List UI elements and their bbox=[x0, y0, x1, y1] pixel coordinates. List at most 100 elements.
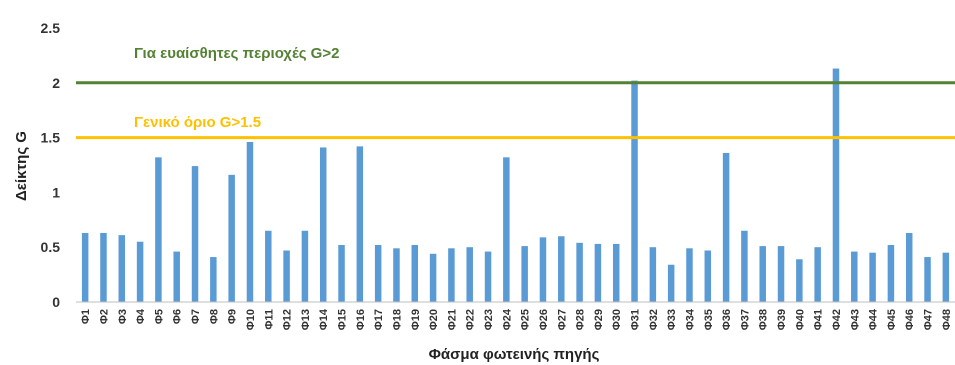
bar bbox=[869, 252, 876, 302]
bar bbox=[704, 250, 712, 302]
bar bbox=[924, 257, 931, 302]
bar bbox=[942, 252, 950, 302]
x-tick-label: Φ6 bbox=[172, 309, 184, 324]
bar bbox=[777, 246, 785, 302]
x-tick-label: Φ34 bbox=[684, 308, 696, 330]
x-tick-label: Φ8 bbox=[208, 309, 220, 324]
bar bbox=[814, 247, 821, 302]
x-tick-label: Φ9 bbox=[227, 309, 239, 324]
bar bbox=[851, 251, 858, 302]
x-tick-label: Φ2 bbox=[98, 309, 110, 324]
x-tick-label: Φ30 bbox=[611, 309, 623, 330]
x-axis-ticks: Φ1 Φ2 Φ3 Φ4 Φ5 Φ6 Φ7 Φ8 Φ9 Φ10 Φ11 Φ12 Φ13 Φ14 Φ15 Φ16 Φ… bbox=[80, 308, 953, 330]
x-tick-label: Φ44 bbox=[868, 308, 880, 330]
bar bbox=[246, 141, 254, 302]
x-axis-title: Φάσμα φωτεινής πηγής bbox=[429, 346, 600, 363]
x-tick-label: Φ17 bbox=[373, 309, 385, 330]
x-tick-label: Φ26 bbox=[538, 309, 550, 330]
y-axis-ticks: 0 0.5 1 1.5 2 2.5 bbox=[41, 20, 61, 310]
x-tick-label: Φ14 bbox=[318, 308, 330, 330]
x-tick-label: Φ45 bbox=[886, 309, 898, 330]
bar bbox=[338, 245, 345, 302]
x-tick-label: Φ19 bbox=[410, 309, 422, 330]
x-tick-label: Φ38 bbox=[758, 309, 770, 330]
x-tick-label: Φ3 bbox=[117, 309, 129, 324]
x-tick-label: Φ28 bbox=[575, 309, 587, 330]
y-tick-label: 2.5 bbox=[41, 20, 61, 36]
x-tick-label: Φ48 bbox=[941, 309, 953, 330]
bar bbox=[155, 157, 162, 302]
x-tick-label: Φ35 bbox=[703, 309, 715, 330]
bar bbox=[118, 235, 126, 302]
x-tick-label: Φ7 bbox=[190, 309, 202, 324]
x-tick-label: Φ21 bbox=[446, 309, 458, 330]
bar bbox=[576, 242, 583, 302]
x-tick-label: Φ1 bbox=[80, 309, 92, 324]
bar bbox=[686, 248, 693, 302]
x-tick-label: Φ24 bbox=[501, 308, 513, 330]
y-tick-label: 0.5 bbox=[41, 239, 61, 255]
bar bbox=[796, 259, 803, 302]
x-tick-label: Φ36 bbox=[721, 309, 733, 330]
bar bbox=[265, 230, 272, 302]
x-tick-label: Φ18 bbox=[391, 309, 403, 330]
bar bbox=[100, 232, 107, 302]
reference-line-label: Γενικό όριο G>1.5 bbox=[134, 114, 261, 131]
bar bbox=[356, 146, 364, 302]
x-tick-label: Φ12 bbox=[282, 309, 294, 330]
x-tick-label: Φ29 bbox=[593, 309, 605, 330]
bar bbox=[228, 174, 235, 302]
bar bbox=[484, 251, 492, 302]
x-tick-label: Φ31 bbox=[630, 309, 642, 330]
x-tick-label: Φ22 bbox=[465, 309, 477, 330]
bar bbox=[173, 251, 180, 302]
x-tick-label: Φ39 bbox=[776, 309, 788, 330]
x-tick-label: Φ13 bbox=[300, 309, 312, 330]
bar bbox=[594, 243, 602, 302]
bar-series bbox=[81, 68, 950, 302]
y-tick-label: 2 bbox=[52, 75, 60, 91]
x-tick-label: Φ41 bbox=[813, 309, 825, 330]
bar bbox=[887, 245, 895, 302]
x-tick-label: Φ11 bbox=[263, 309, 275, 330]
bar bbox=[905, 232, 913, 302]
bar bbox=[393, 248, 400, 302]
bar bbox=[81, 232, 89, 302]
x-tick-label: Φ5 bbox=[153, 309, 165, 324]
x-tick-label: Φ33 bbox=[666, 309, 678, 330]
y-tick-label: 0 bbox=[52, 294, 60, 310]
bar bbox=[429, 253, 437, 302]
x-tick-label: Φ40 bbox=[794, 309, 806, 330]
bar bbox=[832, 68, 840, 302]
bar bbox=[191, 166, 199, 302]
x-tick-label: Φ20 bbox=[428, 309, 440, 330]
x-tick-label: Φ47 bbox=[923, 309, 935, 330]
x-tick-label: Φ23 bbox=[483, 309, 495, 330]
bar bbox=[722, 152, 730, 302]
x-tick-label: Φ10 bbox=[245, 309, 257, 330]
bar bbox=[558, 236, 565, 302]
bar bbox=[503, 157, 510, 302]
x-tick-label: Φ32 bbox=[648, 309, 660, 330]
bar bbox=[741, 230, 748, 302]
bar bbox=[283, 250, 290, 302]
bar bbox=[759, 246, 766, 302]
x-tick-label: Φ16 bbox=[355, 309, 367, 330]
bar bbox=[136, 241, 144, 302]
x-tick-label: Φ25 bbox=[520, 309, 532, 330]
bar bbox=[374, 245, 382, 302]
bar bbox=[210, 257, 217, 302]
x-tick-label: Φ4 bbox=[135, 308, 147, 324]
bar bbox=[612, 243, 620, 302]
bar bbox=[466, 247, 473, 302]
bar bbox=[649, 247, 657, 302]
bar bbox=[448, 248, 455, 302]
reference-lines: Για ευαίσθητες περιοχές G>2 Γενικό όριο G… bbox=[76, 45, 955, 140]
bar bbox=[631, 80, 638, 302]
y-axis-title: Δείκτης G bbox=[13, 131, 30, 201]
bar bbox=[667, 264, 675, 302]
x-tick-label: Φ42 bbox=[831, 309, 843, 330]
reference-line-label: Για ευαίσθητες περιοχές G>2 bbox=[134, 45, 339, 62]
